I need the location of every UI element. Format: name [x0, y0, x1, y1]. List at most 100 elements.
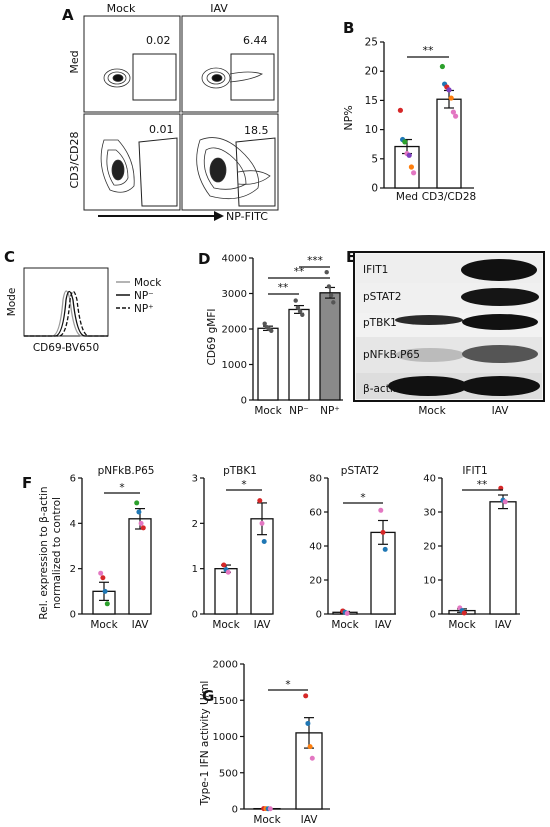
panel-f-ylabel-line2: normalized to control: [51, 497, 63, 609]
legend-label-mock: Mock: [134, 277, 162, 289]
sig-stars: **: [294, 266, 305, 278]
panel-d-bars: [257, 286, 341, 401]
x-tick-label: Mock: [90, 619, 118, 631]
y-tick-label: 3: [192, 474, 198, 485]
bar: [288, 308, 310, 401]
panel-f3-yticks: 0 20 40 60 80: [309, 474, 328, 621]
y-tick-label: 4: [70, 519, 76, 530]
y-tick-label: 20: [309, 576, 322, 587]
panel-g-ylabel: Type-1 IFN activity U/ml: [199, 681, 211, 807]
sig-stars: **: [477, 479, 488, 491]
chart-title: pNFkB.P65: [98, 465, 155, 477]
data-point: [461, 610, 467, 616]
x-tick-label: Mock: [254, 405, 282, 417]
band-label: pNFkB.P65: [363, 349, 420, 361]
contour-iav-med: [201, 67, 263, 89]
data-point: [378, 507, 384, 513]
histogram-frame: [23, 267, 109, 337]
y-tick-label: 10: [365, 124, 378, 136]
data-point: [344, 610, 350, 616]
x-tick-label: IAV: [375, 619, 393, 631]
lane-label-iav: IAV: [492, 405, 510, 417]
panel-f1-points: [98, 500, 146, 607]
data-point: [138, 520, 144, 526]
panel-letter-d: D: [198, 250, 210, 268]
y-tick-label: 2: [192, 519, 198, 530]
gate-value-iav-cd3cd28: 18.5: [244, 124, 269, 137]
data-point: [297, 309, 303, 314]
bar: [436, 98, 462, 189]
panel-f1-chart: pNFkB.P65 0 2 4 6 * Mock IAV: [70, 465, 155, 631]
row-label-med: Med: [68, 50, 81, 73]
x-tick-label: NP⁻: [289, 405, 309, 417]
y-tick-label: 0: [70, 610, 76, 621]
panel-f3-bars: [332, 519, 396, 615]
y-tick-label: 2000: [213, 660, 238, 671]
panel-letter-f: F: [22, 474, 32, 492]
lane-label-mock: Mock: [418, 405, 446, 417]
data-point: [324, 270, 329, 275]
y-tick-label: 15: [365, 95, 378, 107]
panel-f4-chart: IFIT1 0 10 20 30 40 ** Mock IAV: [423, 465, 520, 631]
flow-plot-mock-med: [83, 15, 181, 113]
y-tick-label: 40: [423, 474, 436, 485]
data-point: [303, 693, 309, 699]
y-tick-label: 1000: [222, 360, 247, 371]
flow-plot-iav-med: [181, 15, 279, 113]
y-tick-label: 1000: [213, 732, 238, 743]
data-point: [136, 509, 142, 515]
data-point: [259, 520, 265, 526]
panel-f2-yticks: 0 1 2 3: [192, 474, 204, 621]
panel-d-points: [262, 270, 336, 333]
y-tick-label: 0: [232, 805, 238, 816]
y-tick-label: 3000: [222, 289, 247, 300]
band-ptbk1-mock: [395, 315, 463, 325]
x-tick-label: CD3/CD28: [422, 191, 476, 203]
y-tick-label: 0: [241, 396, 247, 407]
data-point: [293, 298, 298, 303]
contour-mock-med: [103, 68, 131, 88]
data-point: [397, 107, 403, 113]
x-tick-label: IAV: [495, 619, 513, 631]
panel-f2-points: [221, 498, 267, 575]
panel-g-yticks: 0 500 1000 1500 2000: [213, 660, 244, 816]
y-tick-label: 0: [192, 610, 198, 621]
x-tick-label: Mock: [212, 619, 240, 631]
band-pnfkb-mock: [395, 348, 465, 362]
data-point: [100, 575, 106, 581]
sig-stars: **: [423, 44, 435, 57]
x-tick-label: NP⁺: [320, 405, 340, 417]
sig-stars: **: [278, 282, 289, 294]
bar: [128, 518, 152, 615]
y-tick-label: 4000: [222, 254, 247, 265]
x-tick-label: Mock: [448, 619, 476, 631]
gate-mock-cd3cd28: [138, 137, 178, 207]
data-point: [328, 293, 334, 298]
contour-iav-cd3cd28: [196, 137, 271, 200]
data-point: [408, 164, 414, 170]
y-tick-label: 6: [70, 474, 76, 485]
x-tick-label: Med: [396, 191, 418, 203]
data-point: [98, 570, 104, 576]
data-point: [269, 328, 274, 333]
band-label: IFIT1: [363, 264, 388, 276]
data-point: [104, 601, 110, 607]
legend-label-np-plus: NP⁺: [134, 303, 154, 315]
data-point: [382, 546, 388, 552]
data-point: [380, 529, 386, 535]
sig-stars: *: [285, 679, 290, 691]
band-label: pSTAT2: [363, 291, 401, 303]
y-tick-label: 2: [70, 564, 76, 575]
panel-b-chart: NP% 0 5 10 15 20 25 ** Med CD3/CD28: [342, 37, 476, 204]
y-tick-label: 10: [423, 576, 436, 587]
np-fitc-label: NP-FITC: [226, 210, 268, 223]
panel-f3-points: [340, 507, 388, 616]
sig-stars: *: [119, 482, 124, 494]
data-point: [267, 806, 273, 812]
gate-iav-med: [230, 53, 275, 101]
y-tick-label: 2000: [222, 325, 247, 336]
panel-c-xlabel: CD69-BV650: [33, 342, 99, 354]
gate-value-mock-cd3cd28: 0.01: [149, 123, 174, 136]
y-tick-label: 30: [423, 508, 436, 519]
data-point: [453, 113, 459, 119]
